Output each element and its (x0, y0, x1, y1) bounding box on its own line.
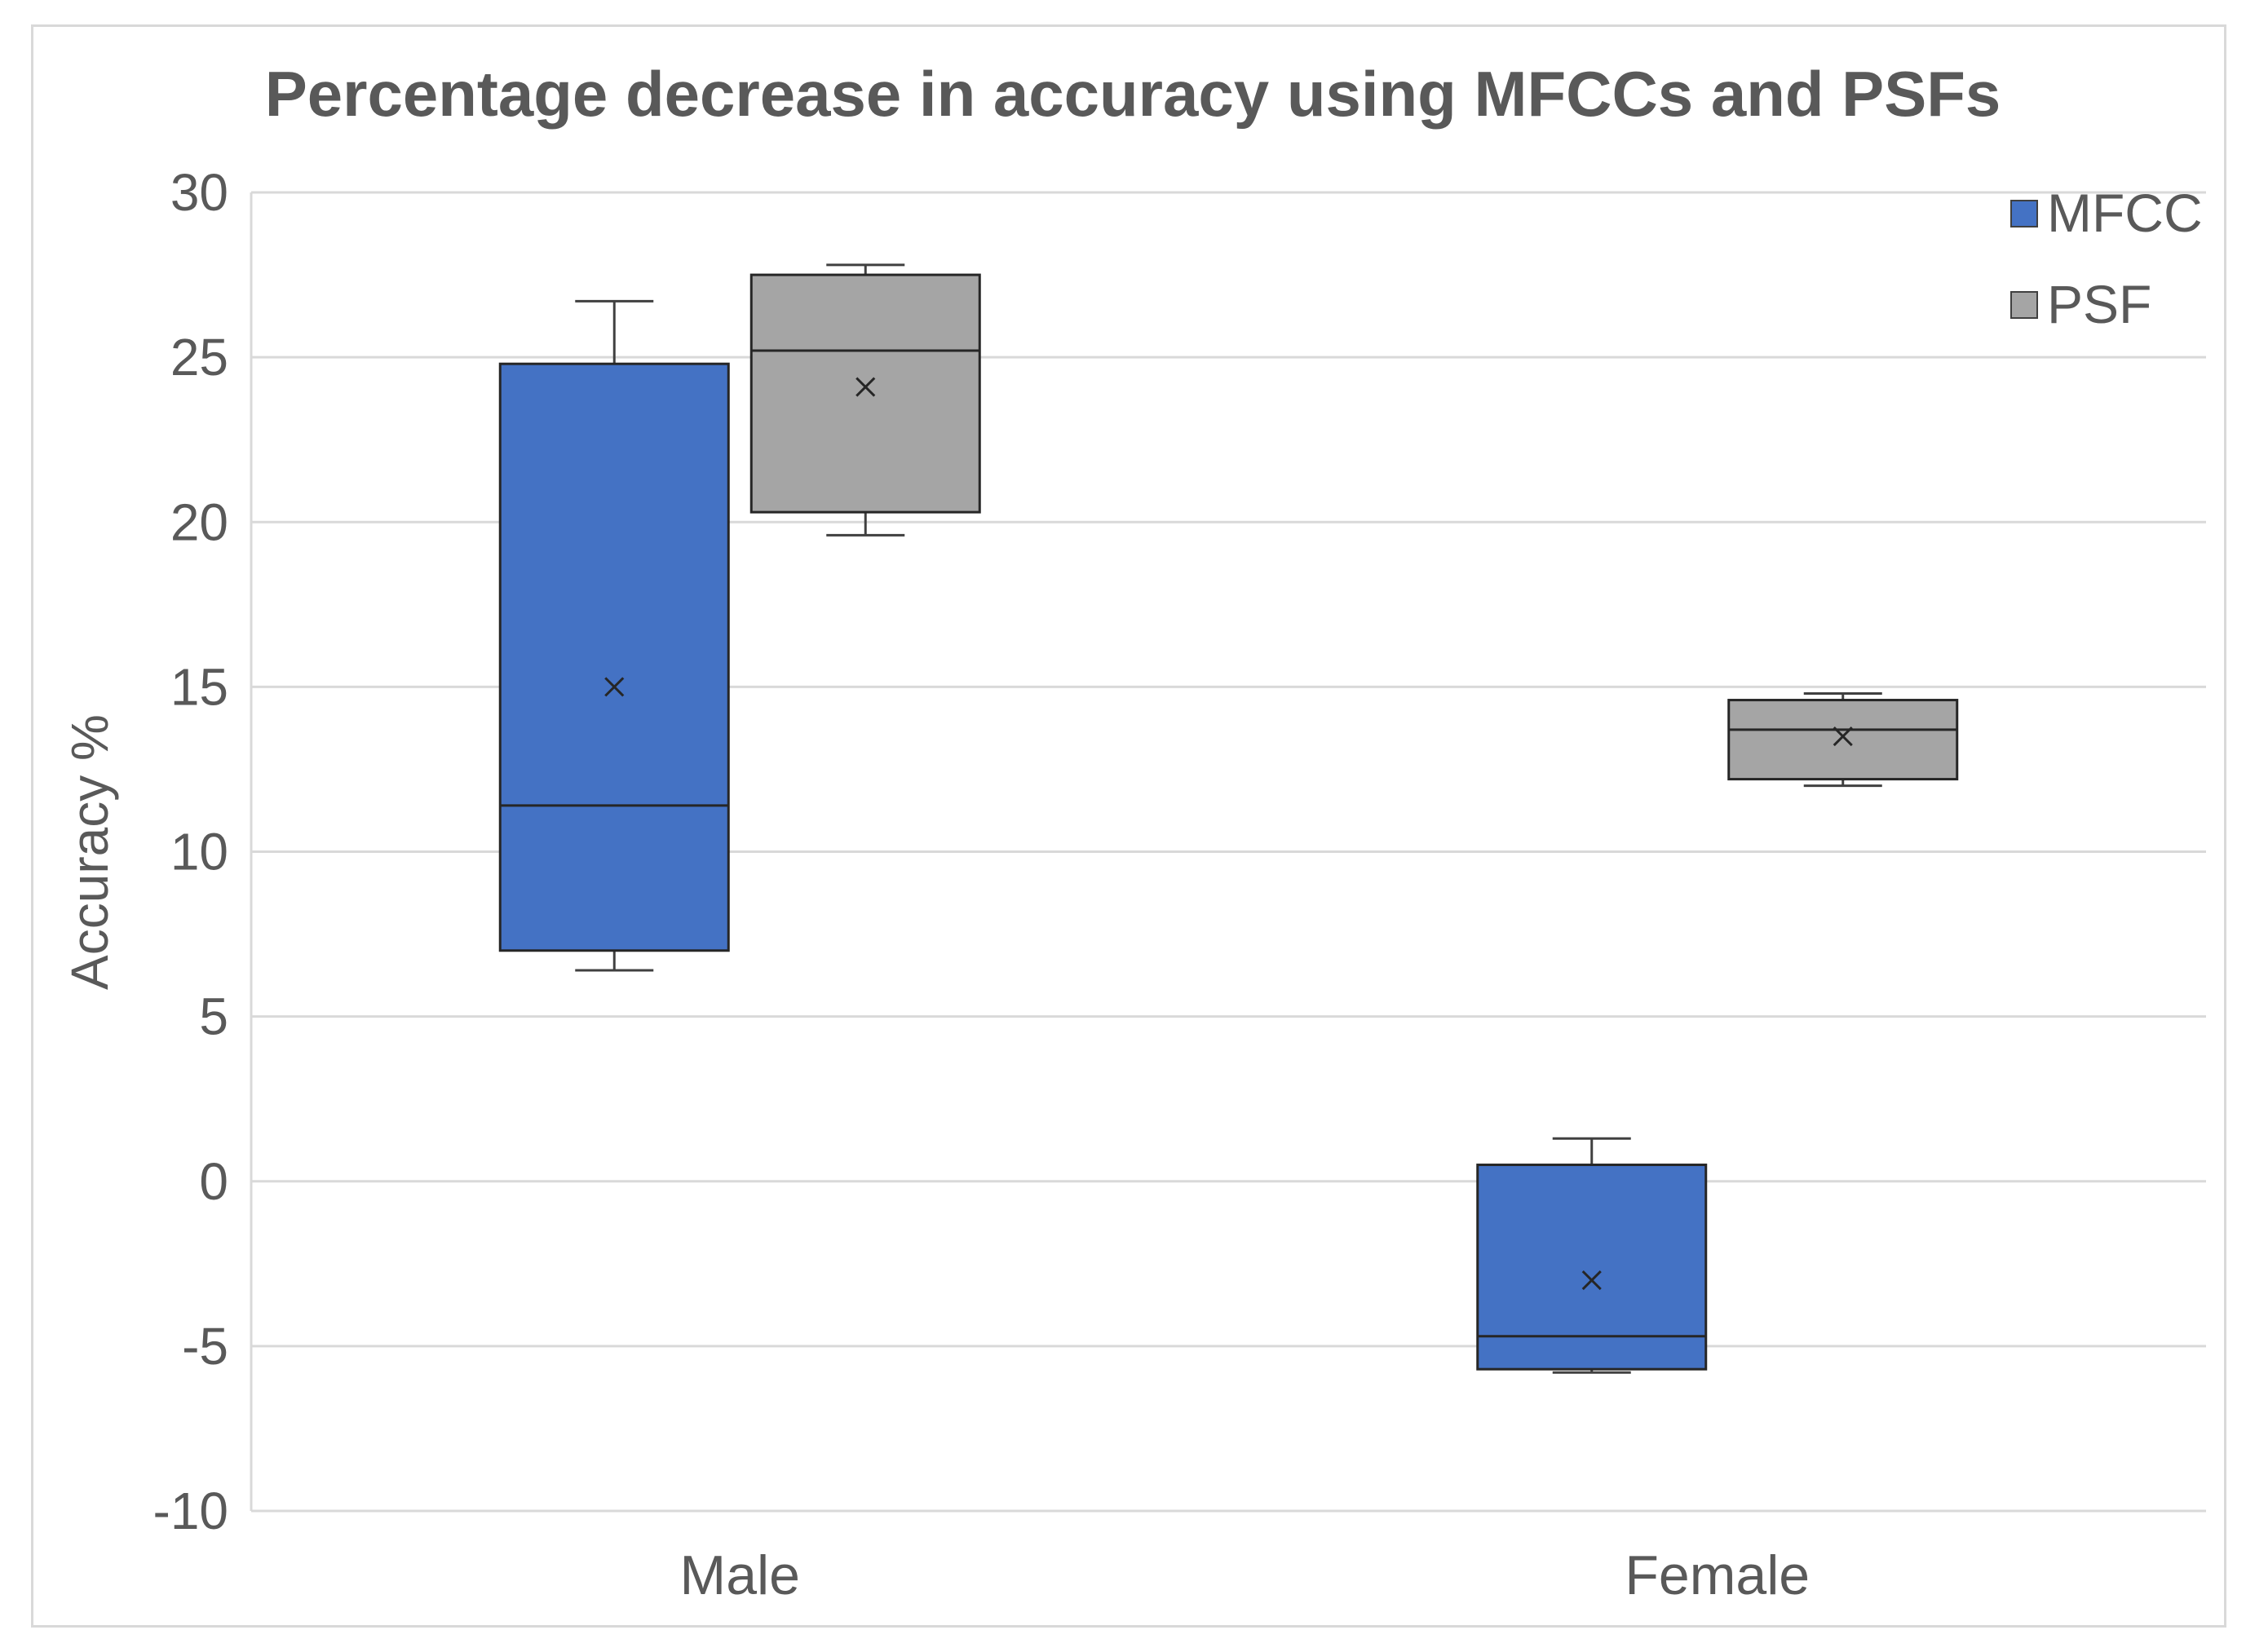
y-tick-label: -5 (182, 1317, 228, 1376)
x-tick-label: Female (1625, 1544, 1810, 1606)
legend-swatch-psf (2010, 291, 2038, 319)
y-tick-labels: 30 25 20 15 10 5 0 -5 -10 (153, 163, 229, 1540)
y-tick-label: 30 (170, 163, 228, 222)
legend-label-psf: PSF (2047, 274, 2151, 334)
box-mfcc-female (1476, 1137, 1708, 1374)
box-mfcc-male (498, 299, 730, 972)
y-axis-label: Accuracy % (60, 714, 119, 990)
y-tick-label: 15 (170, 657, 228, 716)
box-psf-female (1727, 691, 1959, 788)
box-iqr (1476, 1164, 1708, 1371)
chart-title: Percentage decrease in accuracy using MF… (265, 58, 2001, 130)
box-iqr (498, 362, 730, 952)
y-tick-label: -10 (153, 1482, 229, 1540)
legend-swatch-mfcc (2010, 200, 2038, 227)
y-tick-label: 5 (199, 987, 228, 1046)
y-tick-label: 10 (170, 823, 228, 881)
legend: MFCC PSF (2010, 183, 2203, 334)
box-iqr (749, 273, 981, 514)
mean-marker (856, 377, 876, 397)
box-psf-male (749, 263, 981, 537)
x-tick-label: Male (680, 1544, 800, 1606)
mean-marker (1581, 1270, 1602, 1291)
y-tick-label: 25 (170, 328, 228, 386)
y-tick-label: 0 (199, 1152, 228, 1211)
mean-marker (604, 677, 625, 697)
gridlines (250, 191, 2206, 1513)
box-iqr (1727, 699, 1959, 781)
y-tick-label: 20 (170, 493, 228, 551)
legend-label-mfcc: MFCC (2047, 183, 2203, 243)
x-tick-labels: Male Female (680, 1544, 1811, 1606)
box-plots (498, 263, 1959, 1374)
chart-frame (31, 24, 2226, 1628)
mean-marker (1833, 726, 1853, 747)
